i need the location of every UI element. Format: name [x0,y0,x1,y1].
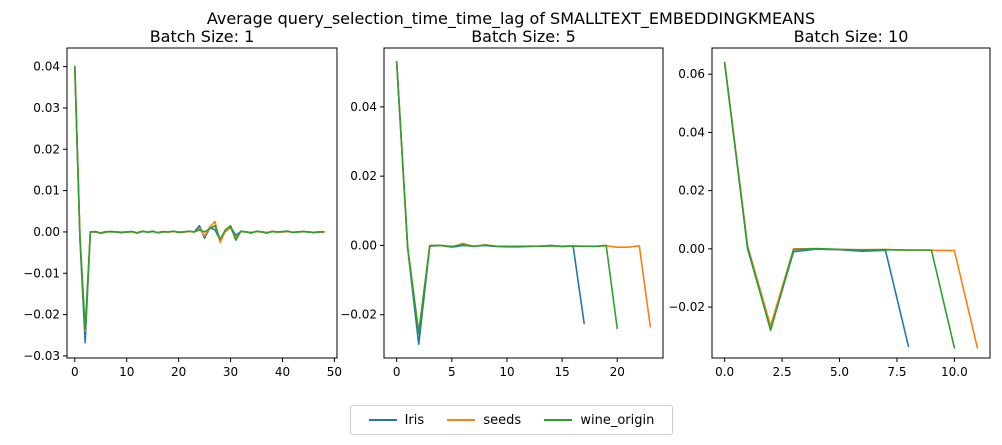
legend-entry-wine-origin: wine_origin [544,413,654,428]
x-tick-label: 0 [393,365,401,379]
y-tick-label: −0.01 [23,266,60,280]
x-tick-label: 30 [223,365,238,379]
axes-frame [66,47,338,359]
x-tick-label: 0 [71,365,79,379]
axes-frame [383,47,664,359]
x-tick-label: 20 [171,365,186,379]
series-line-iris [395,61,585,345]
y-tick-label: 0.04 [350,100,377,114]
y-tick-label: 0.02 [33,142,60,156]
y-tick-label: 0.02 [678,184,705,198]
y-tick-label: 0.04 [33,60,60,74]
series-line-wine-origin [73,65,325,330]
subplot-1: Batch Size: 1 0 10 20 30 40 50 −0.03 −0.02 −0.01 0… [23,27,342,379]
series-line-wine-origin [395,61,619,335]
subplot-3: Batch Size: 10 0.0 2.5 5.0 7.5 10.0 −0.02 0.00 0… [668,27,991,379]
y-tick-label: −0.03 [23,349,60,363]
x-tick-label: 10 [499,365,514,379]
legend-entry-iris: Iris [368,412,425,428]
x-tick-label: 5 [448,365,456,379]
legend-swatch-iris [368,419,397,421]
subplot-title: Batch Size: 5 [471,27,576,46]
series-line-seeds [723,61,979,349]
legend-label-wine-origin: wine_origin [580,412,655,428]
subplot-title: Batch Size: 10 [794,27,909,46]
x-tick-label: 40 [275,365,290,379]
x-tick-label: 20 [610,365,625,379]
x-tick-label: 50 [327,365,342,379]
x-tick-label: 15 [554,365,569,379]
legend: Iris seeds wine_origin [350,405,673,435]
legend-label-seeds: seeds [483,412,522,428]
y-tick-label: 0.00 [678,242,705,256]
y-tick-label: 0.06 [678,67,705,81]
y-tick-label: 0.03 [33,101,60,115]
x-tick-label: 5.0 [830,365,849,379]
y-tick-label: −0.02 [340,308,377,322]
subplot-2: Batch Size: 5 0 5 10 15 20 −0.02 0.00 0.02 0.04 [340,27,664,379]
series-line-wine-origin [723,61,956,349]
x-tick-label: 10 [119,365,134,379]
y-tick-label: 0.01 [33,184,60,198]
y-tick-label: 0.00 [350,238,377,252]
legend-entry-seeds: seeds [447,413,521,428]
figure-suptitle: Average query_selection_time_time_lag of… [207,9,815,29]
legend-label-iris: Iris [404,412,425,428]
x-tick-label: 10.0 [941,365,968,379]
subplot-title: Batch Size: 1 [150,27,255,46]
y-tick-label: −0.02 [668,300,705,314]
series-line-iris [723,61,910,348]
y-tick-label: −0.02 [23,308,60,322]
x-tick-label: 2.5 [773,365,792,379]
axes-frame [711,47,991,359]
subplot-panels: Batch Size: 10 10 20 30 40 50−0.03−0.02−0.010… [23,27,991,379]
y-tick-label: 0.04 [678,125,705,139]
x-tick-label: 7.5 [887,365,906,379]
y-tick-label: 0.02 [350,169,377,183]
y-tick-label: 0.00 [33,225,60,239]
series-line-seeds [73,65,325,332]
x-tick-label: 0.0 [715,365,734,379]
legend-swatch-seeds [447,419,476,421]
series-line-iris [73,65,325,344]
legend-swatch-wine-origin [544,419,573,421]
